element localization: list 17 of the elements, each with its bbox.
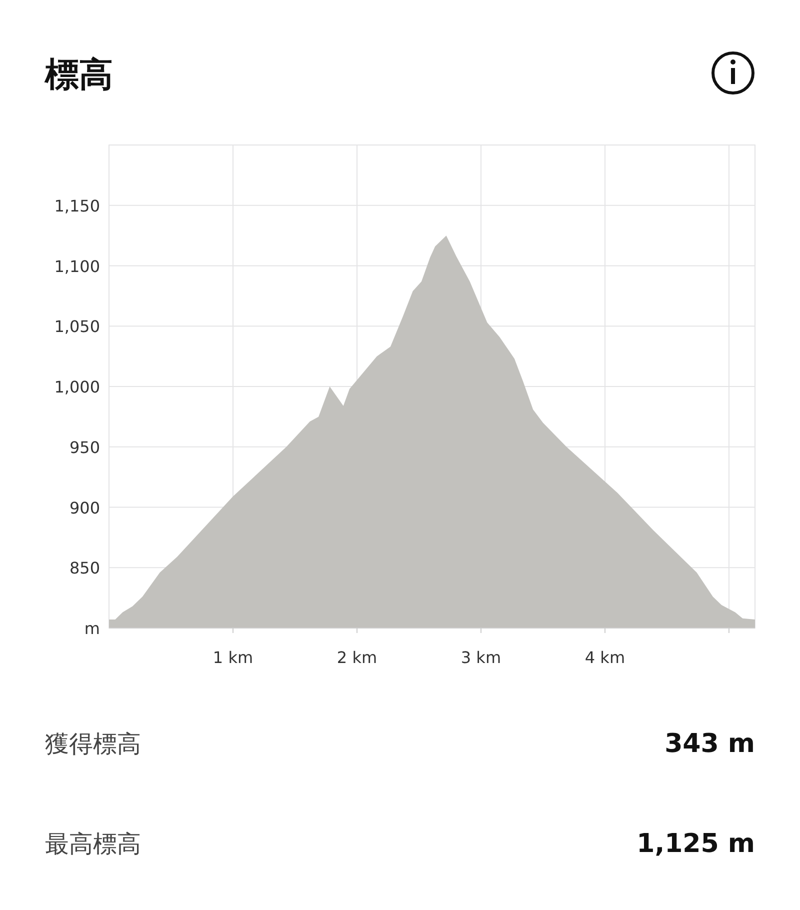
- text: 1,125 m: [636, 829, 755, 859]
- text: 獲得標高: [45, 730, 141, 758]
- x-tick-label: 4 km: [584, 648, 626, 667]
- y-tick-label: m: [84, 619, 100, 638]
- y-tick-label: 1,050: [54, 317, 100, 336]
- y-tick-label: 950: [69, 438, 100, 457]
- y-tick-label: 1,150: [54, 196, 100, 216]
- x-tick-label: 2 km: [336, 648, 378, 667]
- y-tick-label: 850: [69, 558, 100, 578]
- y-tick-label: 1,000: [54, 378, 100, 396]
- text: 最高標高: [45, 830, 141, 858]
- text: 343 m: [664, 729, 755, 759]
- y-tick-label: 900: [69, 498, 100, 518]
- chart-title: 標高: [44, 55, 113, 95]
- x-tick-label: 3 km: [460, 648, 502, 667]
- y-tick-label: 1,100: [54, 256, 100, 276]
- x-tick-label: 1 km: [212, 648, 254, 667]
